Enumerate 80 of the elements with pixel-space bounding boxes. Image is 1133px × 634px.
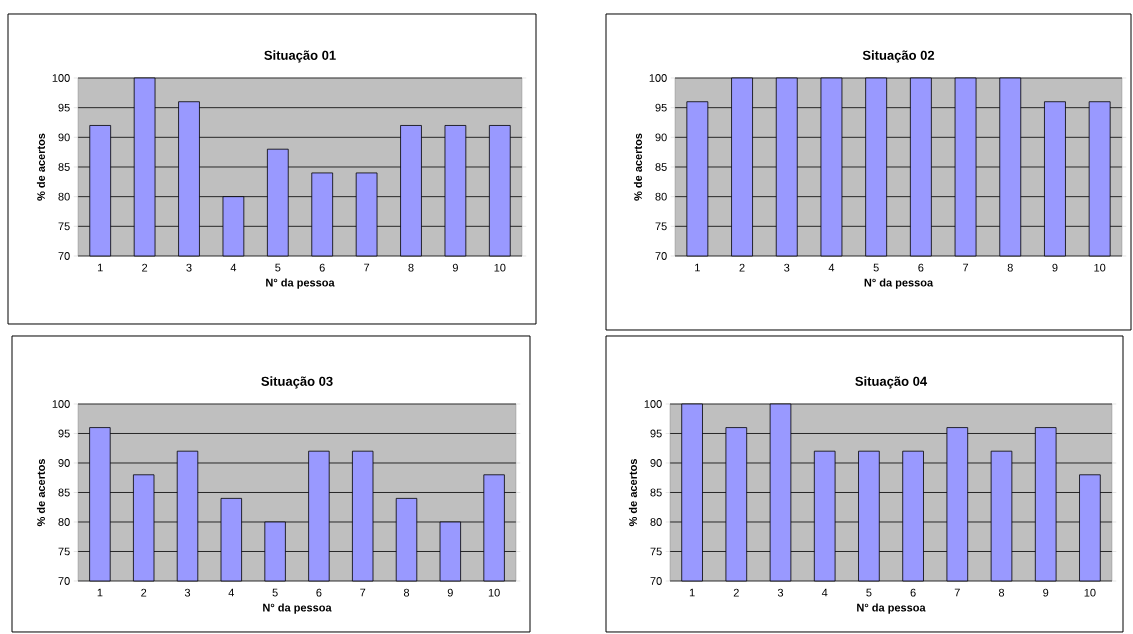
y-tick-label: 75 (58, 547, 70, 556)
chart-title: Situação 01 (264, 50, 336, 63)
x-tick-label: 9 (452, 263, 458, 272)
y-tick-label: 75 (58, 222, 70, 231)
x-tick-label: 3 (777, 588, 784, 597)
x-axis-title: N° da pessoa (857, 603, 926, 614)
x-tick-label: 2 (733, 588, 739, 597)
y-tick-label: 95 (650, 429, 662, 438)
chart-title: Situação 02 (862, 50, 935, 63)
y-tick-label: 75 (650, 547, 662, 556)
x-tick-label: 4 (828, 263, 835, 272)
x-tick-label: 7 (360, 588, 366, 597)
x-tick-label: 5 (866, 588, 872, 597)
chart-title: Situação 03 (261, 376, 333, 389)
x-tick-label: 5 (275, 263, 281, 272)
x-tick-label: 6 (910, 588, 916, 597)
x-tick-label: 4 (821, 588, 828, 597)
y-tick-label: 100 (52, 74, 70, 82)
x-tick-label: 9 (447, 588, 453, 597)
x-tick-label: 8 (403, 588, 410, 597)
y-tick-label: 100 (649, 74, 667, 82)
x-tick-label: 10 (1094, 263, 1106, 272)
x-tick-label: 9 (1043, 588, 1049, 597)
x-tick-label: 4 (228, 588, 235, 597)
y-tick-label: 85 (655, 163, 667, 171)
y-tick-label: 85 (58, 488, 70, 497)
y-axis-title: % de acertos (36, 133, 45, 201)
y-tick-label: 70 (58, 252, 70, 260)
x-axis-title: N° da pessoa (864, 278, 934, 289)
y-axis-title: % de acertos (36, 459, 45, 527)
x-tick-label: 7 (364, 263, 370, 272)
x-tick-label: 6 (319, 263, 325, 272)
x-tick-label: 9 (1052, 263, 1058, 272)
y-tick-label: 70 (655, 252, 667, 260)
y-tick-label: 85 (650, 488, 662, 497)
x-tick-label: 8 (998, 588, 1005, 597)
x-tick-label: 10 (488, 588, 500, 597)
y-tick-label: 90 (650, 459, 662, 467)
x-tick-label: 4 (230, 263, 237, 272)
y-axis-title: % de acertos (628, 459, 637, 527)
x-tick-label: 3 (184, 588, 191, 597)
x-tick-label: 1 (97, 263, 103, 272)
y-tick-label: 90 (655, 133, 667, 142)
y-tick-label: 100 (52, 400, 70, 408)
y-tick-label: 70 (58, 577, 70, 585)
y-tick-label: 70 (650, 577, 662, 585)
x-tick-label: 2 (141, 588, 147, 597)
x-tick-label: 1 (97, 588, 103, 597)
x-tick-label: 2 (739, 263, 745, 272)
chart-title: Situação 04 (855, 376, 928, 389)
y-axis-title: % de acertos (633, 133, 642, 201)
x-tick-label: 7 (954, 588, 960, 597)
x-axis-title: N° da pessoa (266, 278, 335, 289)
x-tick-label: 6 (918, 263, 924, 272)
y-tick-label: 80 (655, 192, 667, 201)
y-tick-label: 75 (655, 222, 667, 231)
x-tick-label: 5 (272, 588, 278, 597)
x-tick-label: 3 (784, 263, 790, 272)
x-tick-label: 10 (494, 263, 506, 272)
y-tick-label: 80 (650, 518, 662, 526)
x-tick-label: 5 (873, 263, 879, 272)
x-tick-label: 6 (316, 588, 322, 597)
y-tick-label: 90 (58, 459, 70, 467)
y-tick-label: 80 (58, 518, 70, 526)
x-tick-label: 2 (142, 263, 148, 272)
x-axis-title: N° da pessoa (263, 603, 332, 614)
y-tick-label: 80 (58, 192, 70, 201)
x-tick-label: 7 (963, 263, 969, 272)
y-tick-label: 85 (58, 163, 70, 171)
y-tick-label: 95 (58, 429, 70, 438)
y-tick-label: 90 (58, 133, 70, 142)
x-tick-label: 10 (1084, 588, 1096, 597)
y-tick-label: 95 (58, 103, 70, 112)
y-tick-label: 95 (655, 103, 667, 112)
x-tick-label: 1 (689, 588, 695, 597)
x-tick-label: 3 (186, 263, 192, 272)
y-tick-label: 100 (644, 400, 662, 408)
x-tick-label: 8 (1007, 263, 1013, 272)
x-tick-label: 8 (408, 263, 414, 272)
x-tick-label: 1 (695, 263, 700, 272)
